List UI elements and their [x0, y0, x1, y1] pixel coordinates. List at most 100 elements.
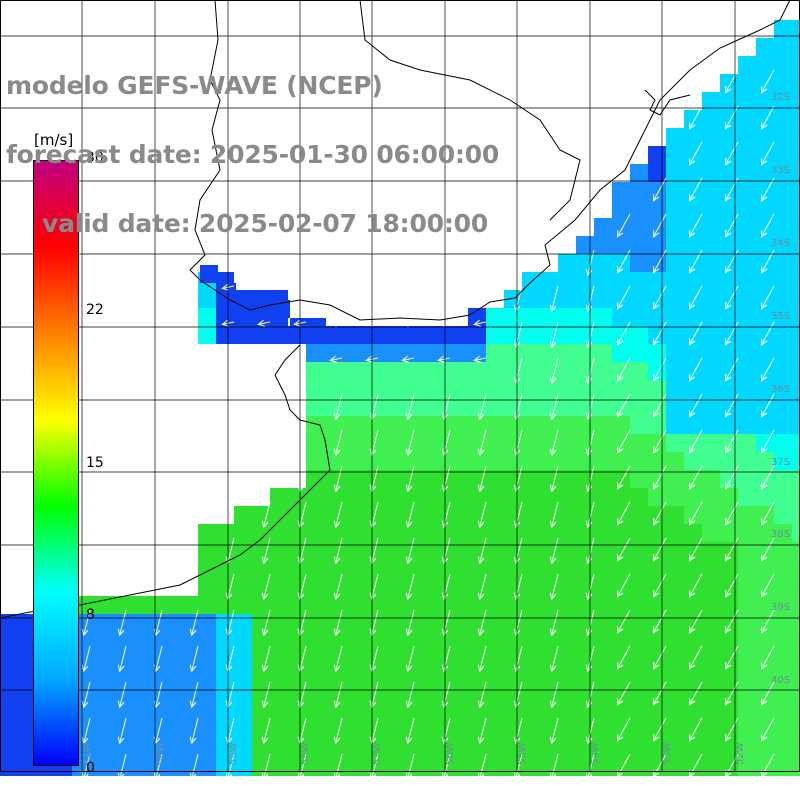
wind-arrow-head — [189, 664, 197, 673]
wind-arrow — [761, 573, 775, 598]
wind-speed-cell — [738, 56, 756, 74]
wind-speed-cell — [108, 758, 126, 776]
wind-speed-cell — [486, 686, 504, 704]
wind-speed-cell — [0, 632, 18, 650]
wind-arrow — [551, 501, 559, 528]
wind-speed-cell — [702, 92, 720, 110]
wind-arrow — [335, 753, 343, 780]
wind-speed-cell — [774, 488, 792, 506]
wind-speed-cell — [396, 434, 414, 452]
wind-speed-cell — [450, 380, 468, 398]
wind-speed-cell — [558, 704, 576, 722]
wind-speed-cell — [594, 308, 612, 326]
wind-arrow-head — [441, 448, 449, 457]
wind-arrow — [689, 393, 703, 418]
wind-speed-cell — [324, 452, 342, 470]
wind-speed-cell — [522, 578, 540, 596]
wind-arrow — [335, 717, 343, 744]
wind-speed-cell — [756, 236, 774, 254]
wind-arrow — [725, 213, 739, 238]
wind-speed-cell — [630, 668, 648, 686]
wind-speed-cell — [432, 578, 450, 596]
wind-arrow-head — [652, 230, 660, 238]
wind-speed-cell — [378, 686, 396, 704]
wind-speed-cell — [612, 416, 630, 434]
wind-arrow-head — [585, 556, 593, 565]
wind-arrow — [83, 681, 91, 708]
latitude-label: 37S — [771, 457, 790, 468]
wind-speed-cell — [630, 722, 648, 740]
wind-speed-cell — [108, 686, 126, 704]
wind-speed-cell — [254, 300, 272, 318]
wind-speed-cell — [702, 110, 720, 128]
wind-speed-cell — [468, 470, 486, 488]
wind-speed-cell — [360, 344, 378, 362]
wind-arrow-head — [585, 484, 593, 493]
wind-speed-cell — [756, 614, 774, 632]
wind-arrow-head — [261, 556, 269, 565]
wind-arrow-head — [549, 304, 557, 313]
wind-speed-cell — [396, 632, 414, 650]
wind-speed-cell — [702, 470, 720, 488]
wind-arrow — [761, 285, 775, 310]
wind-arrow — [479, 429, 487, 456]
wind-arrow-head — [585, 448, 593, 457]
wind-speed-cell — [792, 398, 800, 416]
wind-arrow — [761, 717, 775, 742]
wind-arrow — [227, 537, 235, 564]
island-coast — [644, 89, 691, 116]
wind-speed-cell — [540, 560, 558, 578]
wind-speed-cell — [684, 146, 702, 164]
wind-speed-cell — [684, 326, 702, 344]
wind-arrow-head — [329, 319, 337, 327]
wind-speed-cell — [288, 632, 306, 650]
wind-arrow — [191, 609, 199, 636]
wind-speed-cell — [252, 578, 270, 596]
wind-arrow — [191, 753, 199, 780]
wind-arrow-head — [585, 700, 593, 709]
wind-arrow-head — [81, 664, 89, 673]
wind-arrow — [761, 501, 775, 526]
wind-speed-cell — [180, 668, 198, 686]
wind-speed-cell — [522, 452, 540, 470]
wind-speed-cell — [504, 668, 522, 686]
wind-arrow-head — [724, 590, 732, 598]
wind-arrow-head — [585, 592, 593, 601]
wind-speed-cell — [684, 614, 702, 632]
wind-arrow-head — [616, 302, 624, 310]
wind-speed-cell — [324, 614, 342, 632]
wind-speed-cell — [288, 668, 306, 686]
wind-arrow — [299, 537, 307, 564]
wind-speed-cell — [432, 686, 450, 704]
wind-speed-cell — [738, 362, 756, 380]
wind-speed-cell — [756, 758, 774, 776]
wind-speed-cell — [522, 722, 540, 740]
wind-speed-cell — [396, 560, 414, 578]
wind-speed-cell — [234, 632, 252, 650]
wind-speed-cell — [792, 578, 800, 596]
wind-arrow — [335, 393, 343, 420]
wind-speed-cell — [702, 290, 720, 308]
wind-speed-cell — [684, 668, 702, 686]
wind-speed-cell — [0, 686, 18, 704]
wind-speed-cell — [720, 416, 738, 434]
wind-speed-cell — [756, 92, 774, 110]
wind-speed-cell — [774, 632, 792, 650]
wind-arrow-head — [405, 592, 413, 601]
wind-speed-cell — [558, 398, 576, 416]
wind-speed-cell — [522, 362, 540, 380]
wind-speed-cell — [594, 650, 612, 668]
wind-speed-cell — [306, 344, 324, 362]
wind-arrow-head — [513, 412, 521, 421]
wind-speed-cell — [702, 506, 720, 524]
wind-speed-cell — [738, 74, 756, 92]
wind-speed-cell — [378, 542, 396, 560]
wind-speed-cell — [666, 470, 684, 488]
wind-speed-cell — [342, 362, 360, 380]
wind-speed-cell — [774, 362, 792, 380]
wind-speed-cell — [504, 416, 522, 434]
wind-arrow-head — [652, 410, 660, 418]
wind-speed-cell — [306, 380, 324, 398]
wind-speed-cell — [558, 362, 576, 380]
wind-speed-cell — [666, 560, 684, 578]
